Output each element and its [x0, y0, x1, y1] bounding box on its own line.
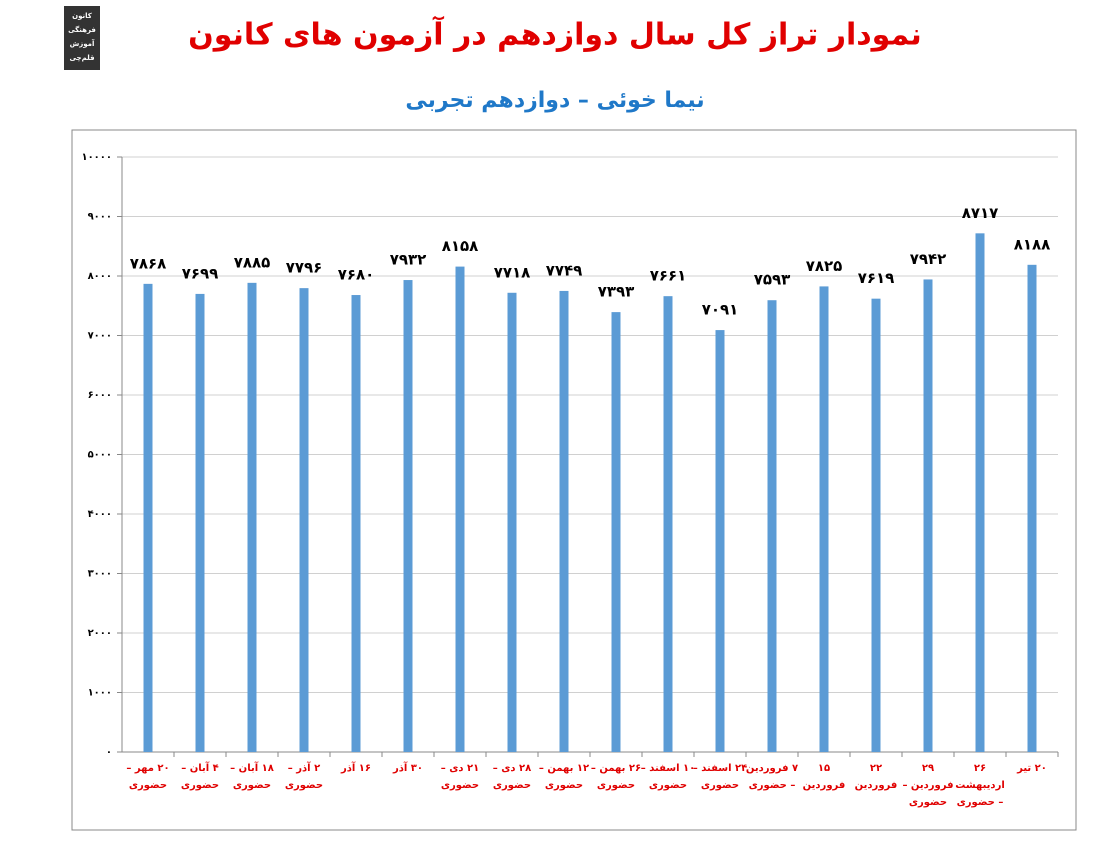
data-label: ۷۸۶۸ [130, 254, 167, 272]
x-tick-label: ۲۸ دی – حضوری [492, 763, 532, 791]
data-label: ۸۱۸۸ [1014, 235, 1051, 253]
x-tick-label: ۷ فروردین – حضوری [745, 763, 799, 791]
logo-text: آموزش [70, 39, 95, 48]
bar [611, 312, 621, 752]
x-tick-label: ۲۱ دی – حضوری [440, 763, 480, 791]
bar [195, 293, 205, 752]
bar [403, 280, 413, 752]
y-tick-label: ۷۰۰۰ [88, 331, 112, 342]
y-tick-label: ۹۰۰۰ [88, 212, 112, 223]
data-label: ۷۷۹۶ [286, 259, 323, 277]
y-tick-label: ۵۰۰۰ [88, 450, 112, 461]
x-tick-label: ۱۸ آبان – حضوری [230, 763, 274, 791]
data-label: ۸۷۱۷ [962, 204, 999, 222]
data-label: ۷۸۲۵ [806, 257, 843, 275]
x-tick-label: ۲۰ مهر – حضوری [126, 763, 170, 791]
bar [819, 286, 829, 752]
x-tick-label: ۲ آذر – حضوری [284, 763, 324, 791]
data-label: ۷۶۹۹ [182, 264, 219, 282]
chart-frame [71, 129, 1077, 831]
y-tick-label: ۰ [106, 747, 112, 758]
data-label: ۷۳۹۳ [598, 283, 635, 301]
x-tick-label: ۲۶ اردیبهشت – حضوری [955, 763, 1005, 808]
data-label: ۷۶۶۱ [650, 267, 687, 285]
data-label: ۷۹۳۲ [390, 251, 427, 269]
bar [663, 296, 673, 752]
y-tick-label: ۱۰۰۰۰ [81, 152, 112, 163]
bar [143, 283, 153, 752]
bar [923, 279, 933, 752]
x-tick-label: ۱۵ فروردین [802, 763, 846, 791]
data-label: ۷۹۴۲ [910, 250, 947, 268]
bar [247, 282, 257, 752]
data-label: ۷۷۱۸ [494, 263, 531, 281]
x-tick-label: ۱۶ آذر [340, 763, 372, 774]
bar [715, 330, 725, 752]
bar [1027, 264, 1037, 752]
y-tick-label: ۶۰۰۰ [88, 390, 112, 401]
bar [299, 288, 309, 752]
data-label: ۷۸۸۵ [234, 253, 271, 271]
bar [767, 300, 777, 752]
x-tick-label: ۲۶ بهمن – حضوری [590, 763, 642, 791]
data-label: ۷۵۹۳ [754, 271, 791, 289]
data-label: ۷۰۹۱ [702, 301, 739, 319]
data-label: ۷۶۱۹ [858, 269, 895, 287]
y-tick-label: ۲۰۰۰ [88, 628, 112, 639]
bar [975, 233, 985, 752]
y-tick-label: ۴۰۰۰ [88, 509, 112, 520]
data-label: ۷۷۴۹ [546, 261, 583, 279]
x-tick-label: ۳۰ آذر [392, 763, 424, 774]
bar [559, 290, 569, 752]
data-label: ۸۱۵۸ [442, 237, 479, 255]
bar [455, 266, 465, 752]
logo-text: فرهنگی [68, 25, 96, 34]
logo-text: قلم‌چی [69, 54, 94, 62]
bar [871, 298, 881, 752]
y-tick-label: ۸۰۰۰ [88, 271, 112, 282]
x-tick-label: ۱۲ بهمن – حضوری [538, 763, 590, 791]
x-tick-label: ۴ آبان – حضوری [180, 763, 220, 791]
x-tick-label: ۲۹ فروردین – حضوری [902, 763, 954, 808]
x-tick-label: ۲۰ تیر [1017, 763, 1047, 774]
chart-subtitle: نیما خوئی – دوازدهم تجربی [405, 88, 704, 113]
chart-title: نمودار تراز کل سال دوازدهم در آزمون های … [188, 16, 922, 53]
logo-text: کانون [72, 12, 93, 20]
x-tick-label: ۲۲ فروردین [854, 763, 898, 791]
bar [351, 295, 361, 752]
x-tick-label: ۱۰ اسفند – حضوری [640, 763, 696, 791]
data-label: ۷۶۸۰ [338, 266, 375, 284]
logo [64, 6, 100, 70]
x-tick-label: ۲۴ اسفند – حضوری [692, 763, 748, 791]
y-tick-label: ۳۰۰۰ [88, 569, 112, 580]
y-tick-label: ۱۰۰۰ [88, 688, 112, 699]
bar [507, 292, 517, 752]
